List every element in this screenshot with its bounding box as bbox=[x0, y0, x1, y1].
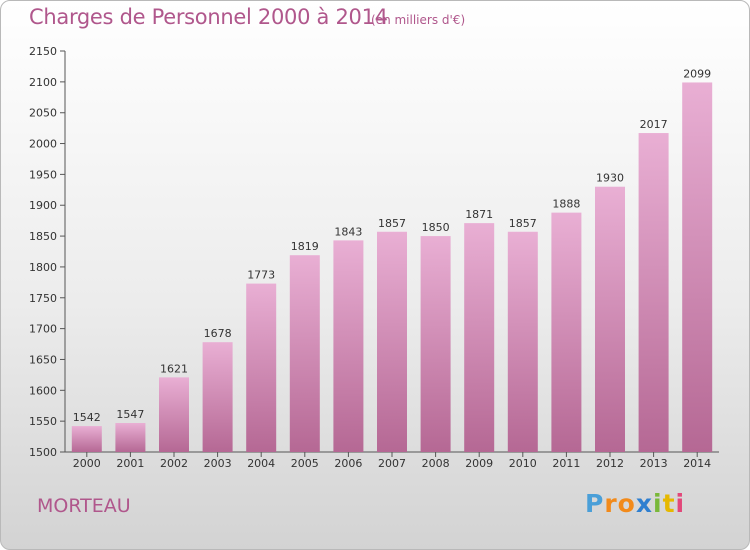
y-tick-label: 2000 bbox=[29, 138, 57, 151]
bar-value-label: 2099 bbox=[683, 67, 711, 80]
x-tick-label: 2011 bbox=[552, 457, 580, 470]
bar bbox=[202, 342, 233, 452]
bar bbox=[638, 133, 669, 452]
x-tick-label: 2002 bbox=[160, 457, 188, 470]
bar-value-label: 1542 bbox=[73, 411, 101, 424]
bar-value-label: 1850 bbox=[422, 221, 450, 234]
y-tick-label: 2050 bbox=[29, 107, 57, 120]
logo-letter: x bbox=[635, 489, 653, 518]
bar bbox=[682, 82, 713, 452]
x-tick-label: 2006 bbox=[334, 457, 362, 470]
y-tick-label: 1750 bbox=[29, 292, 57, 305]
y-tick-label: 1500 bbox=[29, 446, 57, 459]
bar-value-label: 1621 bbox=[160, 362, 188, 375]
x-tick-label: 2007 bbox=[378, 457, 406, 470]
y-tick-label: 1950 bbox=[29, 168, 57, 181]
logo-letter: i bbox=[653, 489, 663, 518]
bar bbox=[289, 255, 320, 452]
logo-letter: i bbox=[675, 489, 686, 518]
x-tick-label: 2004 bbox=[247, 457, 275, 470]
proxiti-logo[interactable]: Proxiti bbox=[585, 489, 685, 518]
bar bbox=[115, 423, 146, 452]
bar-value-label: 1678 bbox=[204, 327, 232, 340]
bar bbox=[71, 426, 102, 452]
city-name: MORTEAU bbox=[37, 495, 131, 517]
bar bbox=[551, 212, 582, 452]
bar-value-label: 2017 bbox=[640, 118, 668, 131]
x-tick-label: 2000 bbox=[73, 457, 101, 470]
logo-letter: r bbox=[604, 489, 618, 518]
bar bbox=[159, 377, 189, 452]
bar-value-label: 1857 bbox=[378, 217, 406, 230]
bar-value-label: 1819 bbox=[291, 240, 319, 253]
bar-value-label: 1871 bbox=[465, 208, 493, 221]
x-tick-label: 2014 bbox=[683, 457, 711, 470]
y-tick-label: 2100 bbox=[29, 76, 57, 89]
logo-letter: P bbox=[585, 489, 605, 518]
x-tick-label: 2003 bbox=[204, 457, 232, 470]
x-tick-label: 2001 bbox=[116, 457, 144, 470]
x-tick-label: 2005 bbox=[291, 457, 319, 470]
x-tick-label: 2010 bbox=[509, 457, 537, 470]
bar-value-label: 1773 bbox=[247, 269, 275, 282]
bar bbox=[464, 223, 495, 452]
chart-title: Charges de Personnel 2000 à 2014 bbox=[29, 5, 388, 29]
bar bbox=[333, 240, 364, 452]
y-tick-label: 1600 bbox=[29, 384, 57, 397]
logo-letter: o bbox=[617, 489, 636, 518]
y-tick-label: 1900 bbox=[29, 199, 57, 212]
bar-value-label: 1930 bbox=[596, 172, 624, 185]
y-tick-label: 2150 bbox=[29, 45, 57, 58]
bar-value-label: 1857 bbox=[509, 217, 537, 230]
bar bbox=[377, 231, 407, 452]
chart-subtitle: (en milliers d'€) bbox=[371, 13, 466, 27]
bar bbox=[595, 186, 625, 452]
y-tick-label: 1650 bbox=[29, 353, 57, 366]
y-tick-label: 1850 bbox=[29, 230, 57, 243]
bar-value-label: 1843 bbox=[334, 225, 362, 238]
x-tick-label: 2012 bbox=[596, 457, 624, 470]
logo-letter: t bbox=[662, 489, 676, 518]
bar-value-label: 1547 bbox=[116, 408, 144, 421]
y-tick-label: 1800 bbox=[29, 261, 57, 274]
bar bbox=[507, 231, 538, 452]
y-tick-label: 1700 bbox=[29, 323, 57, 336]
x-tick-label: 2008 bbox=[422, 457, 450, 470]
bar bbox=[246, 283, 277, 452]
bar bbox=[420, 236, 451, 452]
bar-value-label: 1888 bbox=[552, 198, 580, 211]
x-tick-label: 2009 bbox=[465, 457, 493, 470]
x-tick-label: 2013 bbox=[640, 457, 668, 470]
y-tick-label: 1550 bbox=[29, 415, 57, 428]
